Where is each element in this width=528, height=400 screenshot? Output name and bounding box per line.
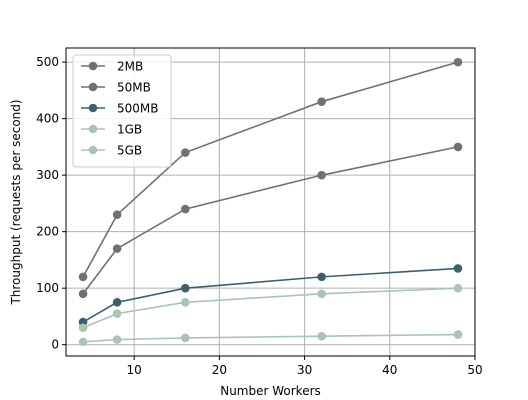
data-point-1GB xyxy=(78,323,88,333)
data-point-1GB xyxy=(112,309,122,318)
y-axis-label: Throughput (requests per second) xyxy=(9,99,23,305)
legend-marker-50MB xyxy=(88,82,98,92)
legend-label-500MB: 500MB xyxy=(117,102,159,116)
data-point-1GB xyxy=(453,283,463,293)
data-point-50MB xyxy=(317,170,326,180)
data-point-50MB xyxy=(453,142,463,152)
legend-box xyxy=(72,54,172,168)
y-tick-label: 0 xyxy=(51,338,59,352)
data-point-1GB xyxy=(180,298,190,307)
data-point-500MB xyxy=(453,264,463,273)
data-point-2MB xyxy=(317,97,326,106)
data-point-500MB xyxy=(112,298,122,307)
legend-label-2MB: 2MB xyxy=(117,60,143,74)
data-point-5GB xyxy=(180,333,190,343)
data-point-1GB xyxy=(317,289,326,299)
grid xyxy=(66,48,476,356)
data-point-50MB xyxy=(180,204,190,214)
data-point-500MB xyxy=(317,272,326,282)
y-tick-label: 500 xyxy=(36,55,59,69)
x-tick-label: 30 xyxy=(297,363,312,377)
x-axis-label: Number Workers xyxy=(220,384,321,398)
data-point-5GB xyxy=(317,331,326,341)
legend-marker-1GB xyxy=(88,124,98,134)
data-point-2MB xyxy=(112,210,122,220)
data-point-5GB xyxy=(453,330,463,339)
data-point-2MB xyxy=(180,148,190,157)
legend-label-1GB: 1GB xyxy=(117,123,142,137)
x-tick-label: 50 xyxy=(467,363,482,377)
data-point-5GB xyxy=(112,335,122,344)
y-tick-label: 100 xyxy=(36,281,59,295)
data-point-50MB xyxy=(78,289,88,299)
x-tick-label: 20 xyxy=(212,363,227,377)
data-point-50MB xyxy=(112,244,122,253)
legend-label-50MB: 50MB xyxy=(117,81,151,95)
legend-marker-5GB xyxy=(88,145,98,155)
x-tick-label: 10 xyxy=(127,363,142,377)
y-tick-label: 400 xyxy=(36,112,59,126)
legend: 2MB 50MB 500MB 1GB 5GB xyxy=(72,54,172,168)
data-point-2MB xyxy=(78,272,88,282)
data-point-5GB xyxy=(78,337,88,347)
data-point-500MB xyxy=(180,283,190,293)
x-tick-label: 40 xyxy=(382,363,397,377)
legend-label-5GB: 5GB xyxy=(117,144,142,158)
y-tick-label: 300 xyxy=(36,168,59,182)
data-point-2MB xyxy=(453,57,463,67)
legend-marker-2MB xyxy=(88,61,98,71)
plot-frame xyxy=(65,47,476,357)
y-tick-label: 200 xyxy=(36,225,59,239)
series-group xyxy=(78,57,463,347)
legend-marker-500MB xyxy=(88,103,98,113)
